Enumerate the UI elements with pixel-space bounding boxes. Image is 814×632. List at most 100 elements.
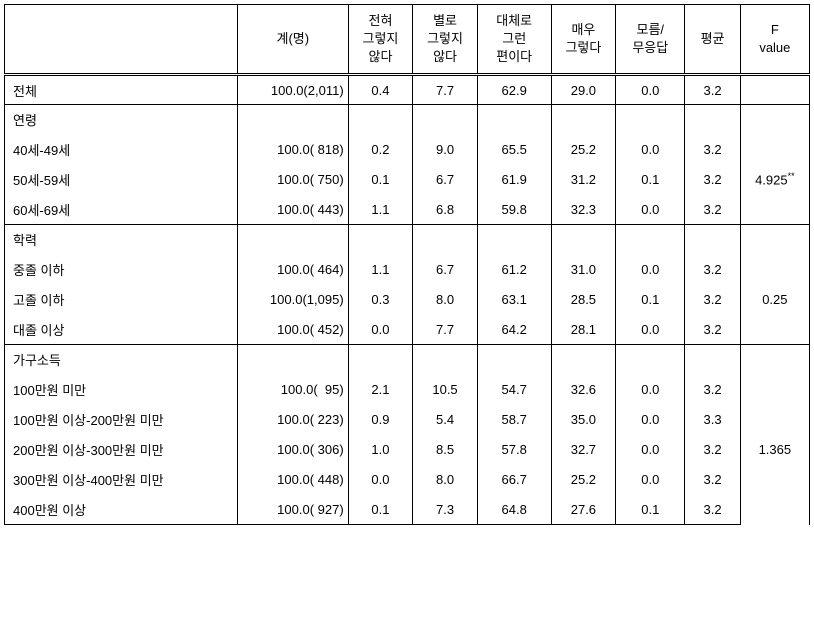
cell-c4: 27.6 — [551, 495, 616, 525]
empty-cell — [740, 225, 809, 255]
cell-avg: 3.2 — [685, 195, 740, 225]
header-c1: 전혀그렇지않다 — [348, 5, 413, 75]
cell-avg: 3.2 — [685, 135, 740, 165]
empty-cell — [616, 105, 685, 135]
row-label: 전체 — [5, 75, 238, 105]
cell-c5: 0.1 — [616, 165, 685, 195]
cell-c4: 35.0 — [551, 405, 616, 435]
row-total: 100.0( 927) — [237, 495, 348, 525]
cell-c4: 31.0 — [551, 255, 616, 285]
header-avg: 평균 — [685, 5, 740, 75]
cell-c4: 25.2 — [551, 135, 616, 165]
cell-c5: 0.0 — [616, 255, 685, 285]
header-c3: 대체로그런편이다 — [477, 5, 551, 75]
cell-fvalue: 4.925** — [740, 135, 809, 225]
table-row: 40세-49세100.0( 818)0.29.065.525.20.03.24.… — [5, 135, 810, 165]
table-row: 학력 — [5, 225, 810, 255]
cell-c1: 0.4 — [348, 75, 413, 105]
cell-c1: 0.3 — [348, 285, 413, 315]
table-header: 계(명) 전혀그렇지않다 별로그렇지않다 대체로그런편이다 매우그렇다 모름/무… — [5, 5, 810, 75]
empty-cell — [413, 345, 478, 375]
cell-c1: 0.9 — [348, 405, 413, 435]
table-row: 대졸 이상100.0( 452)0.07.764.228.10.03.2 — [5, 315, 810, 345]
empty-cell — [685, 225, 740, 255]
section-label: 가구소득 — [5, 345, 238, 375]
cell-c4: 29.0 — [551, 75, 616, 105]
section-label: 학력 — [5, 225, 238, 255]
row-total: 100.0( 306) — [237, 435, 348, 465]
header-total: 계(명) — [237, 5, 348, 75]
table-row: 100만원 이상-200만원 미만100.0( 223)0.95.458.735… — [5, 405, 810, 435]
cell-c5: 0.0 — [616, 465, 685, 495]
empty-cell — [413, 105, 478, 135]
header-label — [5, 5, 238, 75]
cell-c2: 5.4 — [413, 405, 478, 435]
cell-c5: 0.0 — [616, 75, 685, 105]
table-row: 200만원 이상-300만원 미만100.0( 306)1.08.557.832… — [5, 435, 810, 465]
cell-c1: 0.2 — [348, 135, 413, 165]
cell-c1: 0.0 — [348, 465, 413, 495]
empty-cell — [551, 345, 616, 375]
cell-avg: 3.2 — [685, 165, 740, 195]
empty-cell — [616, 225, 685, 255]
cell-c2: 10.5 — [413, 375, 478, 405]
table-row: 전체100.0(2,011)0.47.762.929.00.03.2 — [5, 75, 810, 105]
empty-cell — [413, 225, 478, 255]
empty-cell — [237, 225, 348, 255]
cell-fvalue — [740, 75, 809, 105]
cell-c3: 63.1 — [477, 285, 551, 315]
cell-c4: 25.2 — [551, 465, 616, 495]
table-row: 연령 — [5, 105, 810, 135]
cell-fvalue: 0.25 — [740, 255, 809, 345]
row-label: 400만원 이상 — [5, 495, 238, 525]
cell-c5: 0.0 — [616, 405, 685, 435]
cell-c4: 28.1 — [551, 315, 616, 345]
cell-c2: 7.3 — [413, 495, 478, 525]
row-label: 대졸 이상 — [5, 315, 238, 345]
cell-c5: 0.1 — [616, 495, 685, 525]
cell-c4: 32.7 — [551, 435, 616, 465]
row-label: 50세-59세 — [5, 165, 238, 195]
cell-c5: 0.0 — [616, 315, 685, 345]
table-row: 100만원 미만100.0( 95)2.110.554.732.60.03.21… — [5, 375, 810, 405]
header-c4: 매우그렇다 — [551, 5, 616, 75]
cell-c3: 58.7 — [477, 405, 551, 435]
cell-c3: 64.2 — [477, 315, 551, 345]
empty-cell — [616, 345, 685, 375]
row-total: 100.0(2,011) — [237, 75, 348, 105]
cell-c1: 1.1 — [348, 195, 413, 225]
empty-cell — [348, 345, 413, 375]
cell-c5: 0.0 — [616, 435, 685, 465]
cell-c3: 61.9 — [477, 165, 551, 195]
row-label: 중졸 이하 — [5, 255, 238, 285]
empty-cell — [740, 345, 809, 375]
row-total: 100.0( 750) — [237, 165, 348, 195]
empty-cell — [551, 225, 616, 255]
empty-cell — [237, 345, 348, 375]
cell-avg: 3.2 — [685, 315, 740, 345]
table-row: 가구소득 — [5, 345, 810, 375]
cell-c2: 8.0 — [413, 465, 478, 495]
cell-c2: 8.5 — [413, 435, 478, 465]
cell-c5: 0.0 — [616, 135, 685, 165]
row-total: 100.0( 464) — [237, 255, 348, 285]
row-label: 60세-69세 — [5, 195, 238, 225]
cell-avg: 3.3 — [685, 405, 740, 435]
table-row: 50세-59세100.0( 750)0.16.761.931.20.13.2 — [5, 165, 810, 195]
cell-c3: 62.9 — [477, 75, 551, 105]
cell-c5: 0.0 — [616, 195, 685, 225]
cell-c1: 0.0 — [348, 315, 413, 345]
header-c5: 모름/무응답 — [616, 5, 685, 75]
empty-cell — [477, 345, 551, 375]
header-c2: 별로그렇지않다 — [413, 5, 478, 75]
cell-c4: 32.3 — [551, 195, 616, 225]
cell-avg: 3.2 — [685, 255, 740, 285]
row-total: 100.0( 443) — [237, 195, 348, 225]
header-fvalue: Fvalue — [740, 5, 809, 75]
row-label: 100만원 미만 — [5, 375, 238, 405]
row-label: 100만원 이상-200만원 미만 — [5, 405, 238, 435]
row-total: 100.0( 95) — [237, 375, 348, 405]
cell-c1: 1.1 — [348, 255, 413, 285]
empty-cell — [551, 105, 616, 135]
table-row: 300만원 이상-400만원 미만100.0( 448)0.08.066.725… — [5, 465, 810, 495]
